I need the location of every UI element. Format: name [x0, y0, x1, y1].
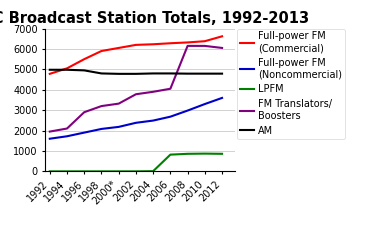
LPFM	[151, 170, 155, 173]
FM Translators/
Boosters	[47, 130, 52, 133]
Full-power FM
(Noncommercial)	[65, 135, 69, 138]
Full-power FM
(Noncommercial)	[185, 109, 190, 112]
Full-power FM
(Noncommercial)	[116, 125, 121, 128]
Line: FM Translators/
Boosters: FM Translators/ Boosters	[50, 46, 222, 132]
FM Translators/
Boosters	[82, 111, 86, 114]
Full-power FM
(Noncommercial)	[82, 131, 86, 134]
Title: FCC Broadcast Station Totals, 1992-2013: FCC Broadcast Station Totals, 1992-2013	[0, 11, 309, 26]
AM	[202, 72, 207, 75]
Full-power FM
(Commercial)	[82, 58, 86, 61]
Full-power FM
(Commercial)	[47, 72, 52, 75]
Full-power FM
(Commercial)	[99, 50, 104, 52]
Full-power FM
(Noncommercial)	[99, 128, 104, 130]
LPFM	[99, 170, 104, 173]
AM	[134, 72, 138, 75]
AM	[168, 72, 173, 75]
Full-power FM
(Noncommercial)	[47, 137, 52, 140]
LPFM	[220, 152, 224, 155]
FM Translators/
Boosters	[168, 87, 173, 90]
Full-power FM
(Noncommercial)	[168, 115, 173, 118]
FM Translators/
Boosters	[220, 46, 224, 49]
Line: Full-power FM
(Noncommercial): Full-power FM (Noncommercial)	[50, 98, 222, 139]
AM	[116, 72, 121, 75]
FM Translators/
Boosters	[185, 45, 190, 47]
Full-power FM
(Commercial)	[202, 40, 207, 43]
Full-power FM
(Commercial)	[220, 35, 224, 38]
FM Translators/
Boosters	[134, 93, 138, 96]
LPFM	[185, 152, 190, 155]
Full-power FM
(Noncommercial)	[151, 119, 155, 122]
LPFM	[65, 170, 69, 173]
Line: Full-power FM
(Commercial): Full-power FM (Commercial)	[50, 36, 222, 74]
LPFM	[116, 170, 121, 173]
Full-power FM
(Noncommercial)	[134, 121, 138, 124]
FM Translators/
Boosters	[151, 90, 155, 93]
FM Translators/
Boosters	[116, 102, 121, 105]
Full-power FM
(Commercial)	[65, 67, 69, 70]
FM Translators/
Boosters	[202, 45, 207, 47]
Full-power FM
(Commercial)	[151, 43, 155, 46]
LPFM	[82, 170, 86, 173]
AM	[99, 72, 104, 75]
Legend: Full-power FM
(Commercial), Full-power FM
(Noncommercial), LPFM, FM Translators/: Full-power FM (Commercial), Full-power F…	[237, 29, 345, 139]
FM Translators/
Boosters	[65, 127, 69, 130]
LPFM	[168, 153, 173, 156]
LPFM	[202, 152, 207, 155]
Full-power FM
(Commercial)	[134, 44, 138, 46]
Full-power FM
(Commercial)	[116, 46, 121, 49]
AM	[82, 69, 86, 72]
Full-power FM
(Noncommercial)	[220, 96, 224, 99]
Full-power FM
(Commercial)	[185, 41, 190, 44]
AM	[47, 68, 52, 71]
Full-power FM
(Noncommercial)	[202, 103, 207, 105]
Line: AM: AM	[50, 70, 222, 74]
AM	[65, 68, 69, 71]
Line: LPFM: LPFM	[50, 154, 222, 171]
AM	[220, 72, 224, 75]
AM	[185, 72, 190, 75]
FM Translators/
Boosters	[99, 105, 104, 108]
AM	[151, 72, 155, 75]
LPFM	[134, 170, 138, 173]
Full-power FM
(Commercial)	[168, 42, 173, 45]
LPFM	[47, 170, 52, 173]
